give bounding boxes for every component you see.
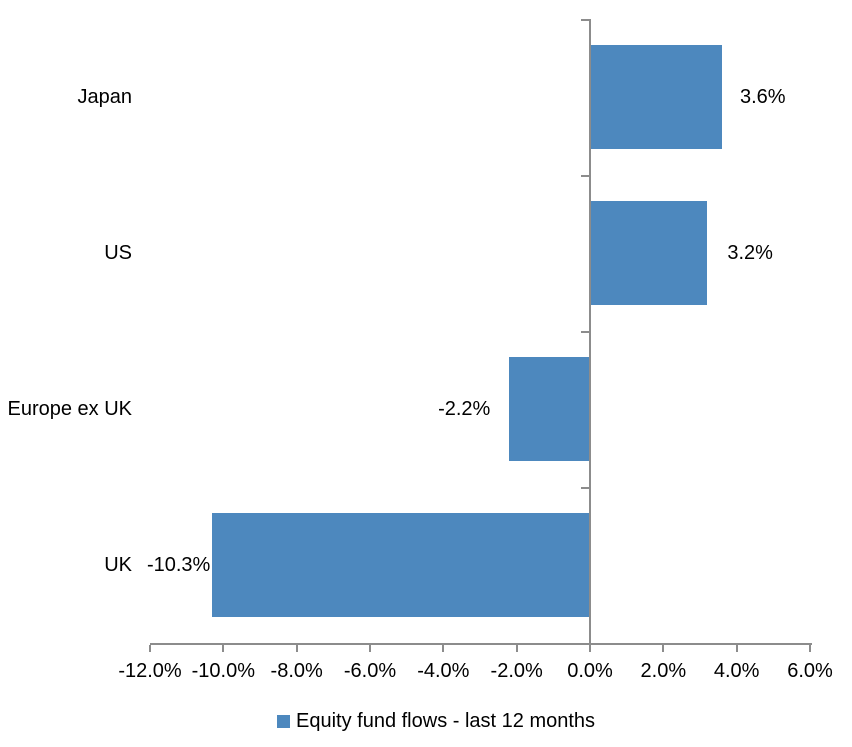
x-tick-label: -2.0% [490, 660, 543, 682]
data-label: 3.6% [740, 86, 786, 108]
x-axis-tick [222, 645, 225, 652]
x-axis-tick [735, 645, 738, 652]
category-axis-tick [581, 19, 589, 21]
data-label: 3.2% [727, 242, 773, 264]
x-tick-label: 2.0% [640, 660, 687, 682]
data-label: -2.2% [438, 398, 491, 420]
x-axis-tick [149, 645, 151, 652]
x-tick-label: -8.0% [270, 660, 323, 682]
x-tick-label: 0.0% [567, 660, 613, 682]
category-label: Europe ex UK [7, 398, 132, 420]
legend: Equity fund flows - last 12 months [277, 708, 595, 734]
x-axis-tick [589, 645, 591, 652]
x-tick-label: 6.0% [787, 660, 833, 682]
x-axis-line [150, 643, 812, 645]
x-axis-tick [295, 645, 298, 652]
y-axis-line [589, 19, 591, 645]
data-label: -10.3% [146, 554, 211, 576]
bar [212, 513, 590, 617]
x-axis-tick [662, 645, 665, 652]
x-axis-tick [442, 645, 445, 652]
legend-marker-icon [277, 714, 290, 728]
bar [590, 201, 708, 305]
x-axis-tick [515, 645, 518, 652]
x-tick-label: -4.0% [417, 660, 470, 682]
category-axis-tick [581, 331, 589, 333]
category-label: UK [104, 554, 132, 576]
category-axis-tick [581, 487, 589, 489]
category-label: Japan [77, 86, 133, 108]
x-axis-tick [369, 645, 371, 652]
x-tick-label: -12.0% [118, 660, 182, 682]
x-tick-label: -6.0% [343, 660, 397, 682]
bar [590, 45, 722, 149]
category-label: US [104, 242, 132, 264]
legend-label: Equity fund flows - last 12 months [296, 709, 596, 732]
bar [509, 357, 590, 461]
x-tick-label: -10.0% [191, 660, 256, 682]
category-axis-tick [581, 175, 589, 177]
x-axis-tick [809, 645, 811, 652]
x-tick-label: 4.0% [713, 660, 760, 682]
